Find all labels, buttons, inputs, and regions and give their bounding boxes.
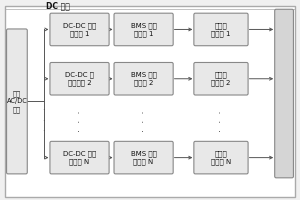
Text: BMS 及锂
电池组 1: BMS 及锂 电池组 1 bbox=[131, 22, 157, 37]
Text: 三相
AC/DC
电源: 三相 AC/DC 电源 bbox=[7, 90, 27, 113]
Text: ·  ·  ·: · · · bbox=[216, 110, 226, 132]
Text: 隔离升
压模块 N: 隔离升 压模块 N bbox=[211, 150, 231, 165]
Text: DC-DC 恒流
源模块 N: DC-DC 恒流 源模块 N bbox=[63, 150, 96, 165]
Text: BMS 及锂
电池组 2: BMS 及锂 电池组 2 bbox=[131, 71, 157, 86]
Text: ·  ·  ·: · · · bbox=[74, 110, 85, 132]
Text: 隔离升
压模块 1: 隔离升 压模块 1 bbox=[211, 22, 231, 37]
FancyBboxPatch shape bbox=[50, 141, 109, 174]
FancyBboxPatch shape bbox=[194, 13, 248, 46]
FancyBboxPatch shape bbox=[194, 62, 248, 95]
FancyBboxPatch shape bbox=[50, 13, 109, 46]
Text: ·  ·  ·: · · · bbox=[139, 110, 148, 132]
FancyBboxPatch shape bbox=[114, 13, 173, 46]
FancyBboxPatch shape bbox=[275, 9, 293, 178]
Text: DC-DC 恒流
源模块 1: DC-DC 恒流 源模块 1 bbox=[63, 22, 96, 37]
Text: 隔离升
压模块 2: 隔离升 压模块 2 bbox=[211, 71, 231, 86]
Text: BMS 及锂
电池组 N: BMS 及锂 电池组 N bbox=[131, 150, 157, 165]
Text: DC-DC 恒
流源模块 2: DC-DC 恒 流源模块 2 bbox=[65, 71, 94, 86]
FancyBboxPatch shape bbox=[7, 29, 27, 174]
FancyBboxPatch shape bbox=[50, 62, 109, 95]
Text: DC 总线: DC 总线 bbox=[46, 2, 69, 11]
FancyBboxPatch shape bbox=[114, 62, 173, 95]
FancyBboxPatch shape bbox=[194, 141, 248, 174]
FancyBboxPatch shape bbox=[114, 141, 173, 174]
Text: ·
·
·: · · · bbox=[42, 106, 45, 136]
